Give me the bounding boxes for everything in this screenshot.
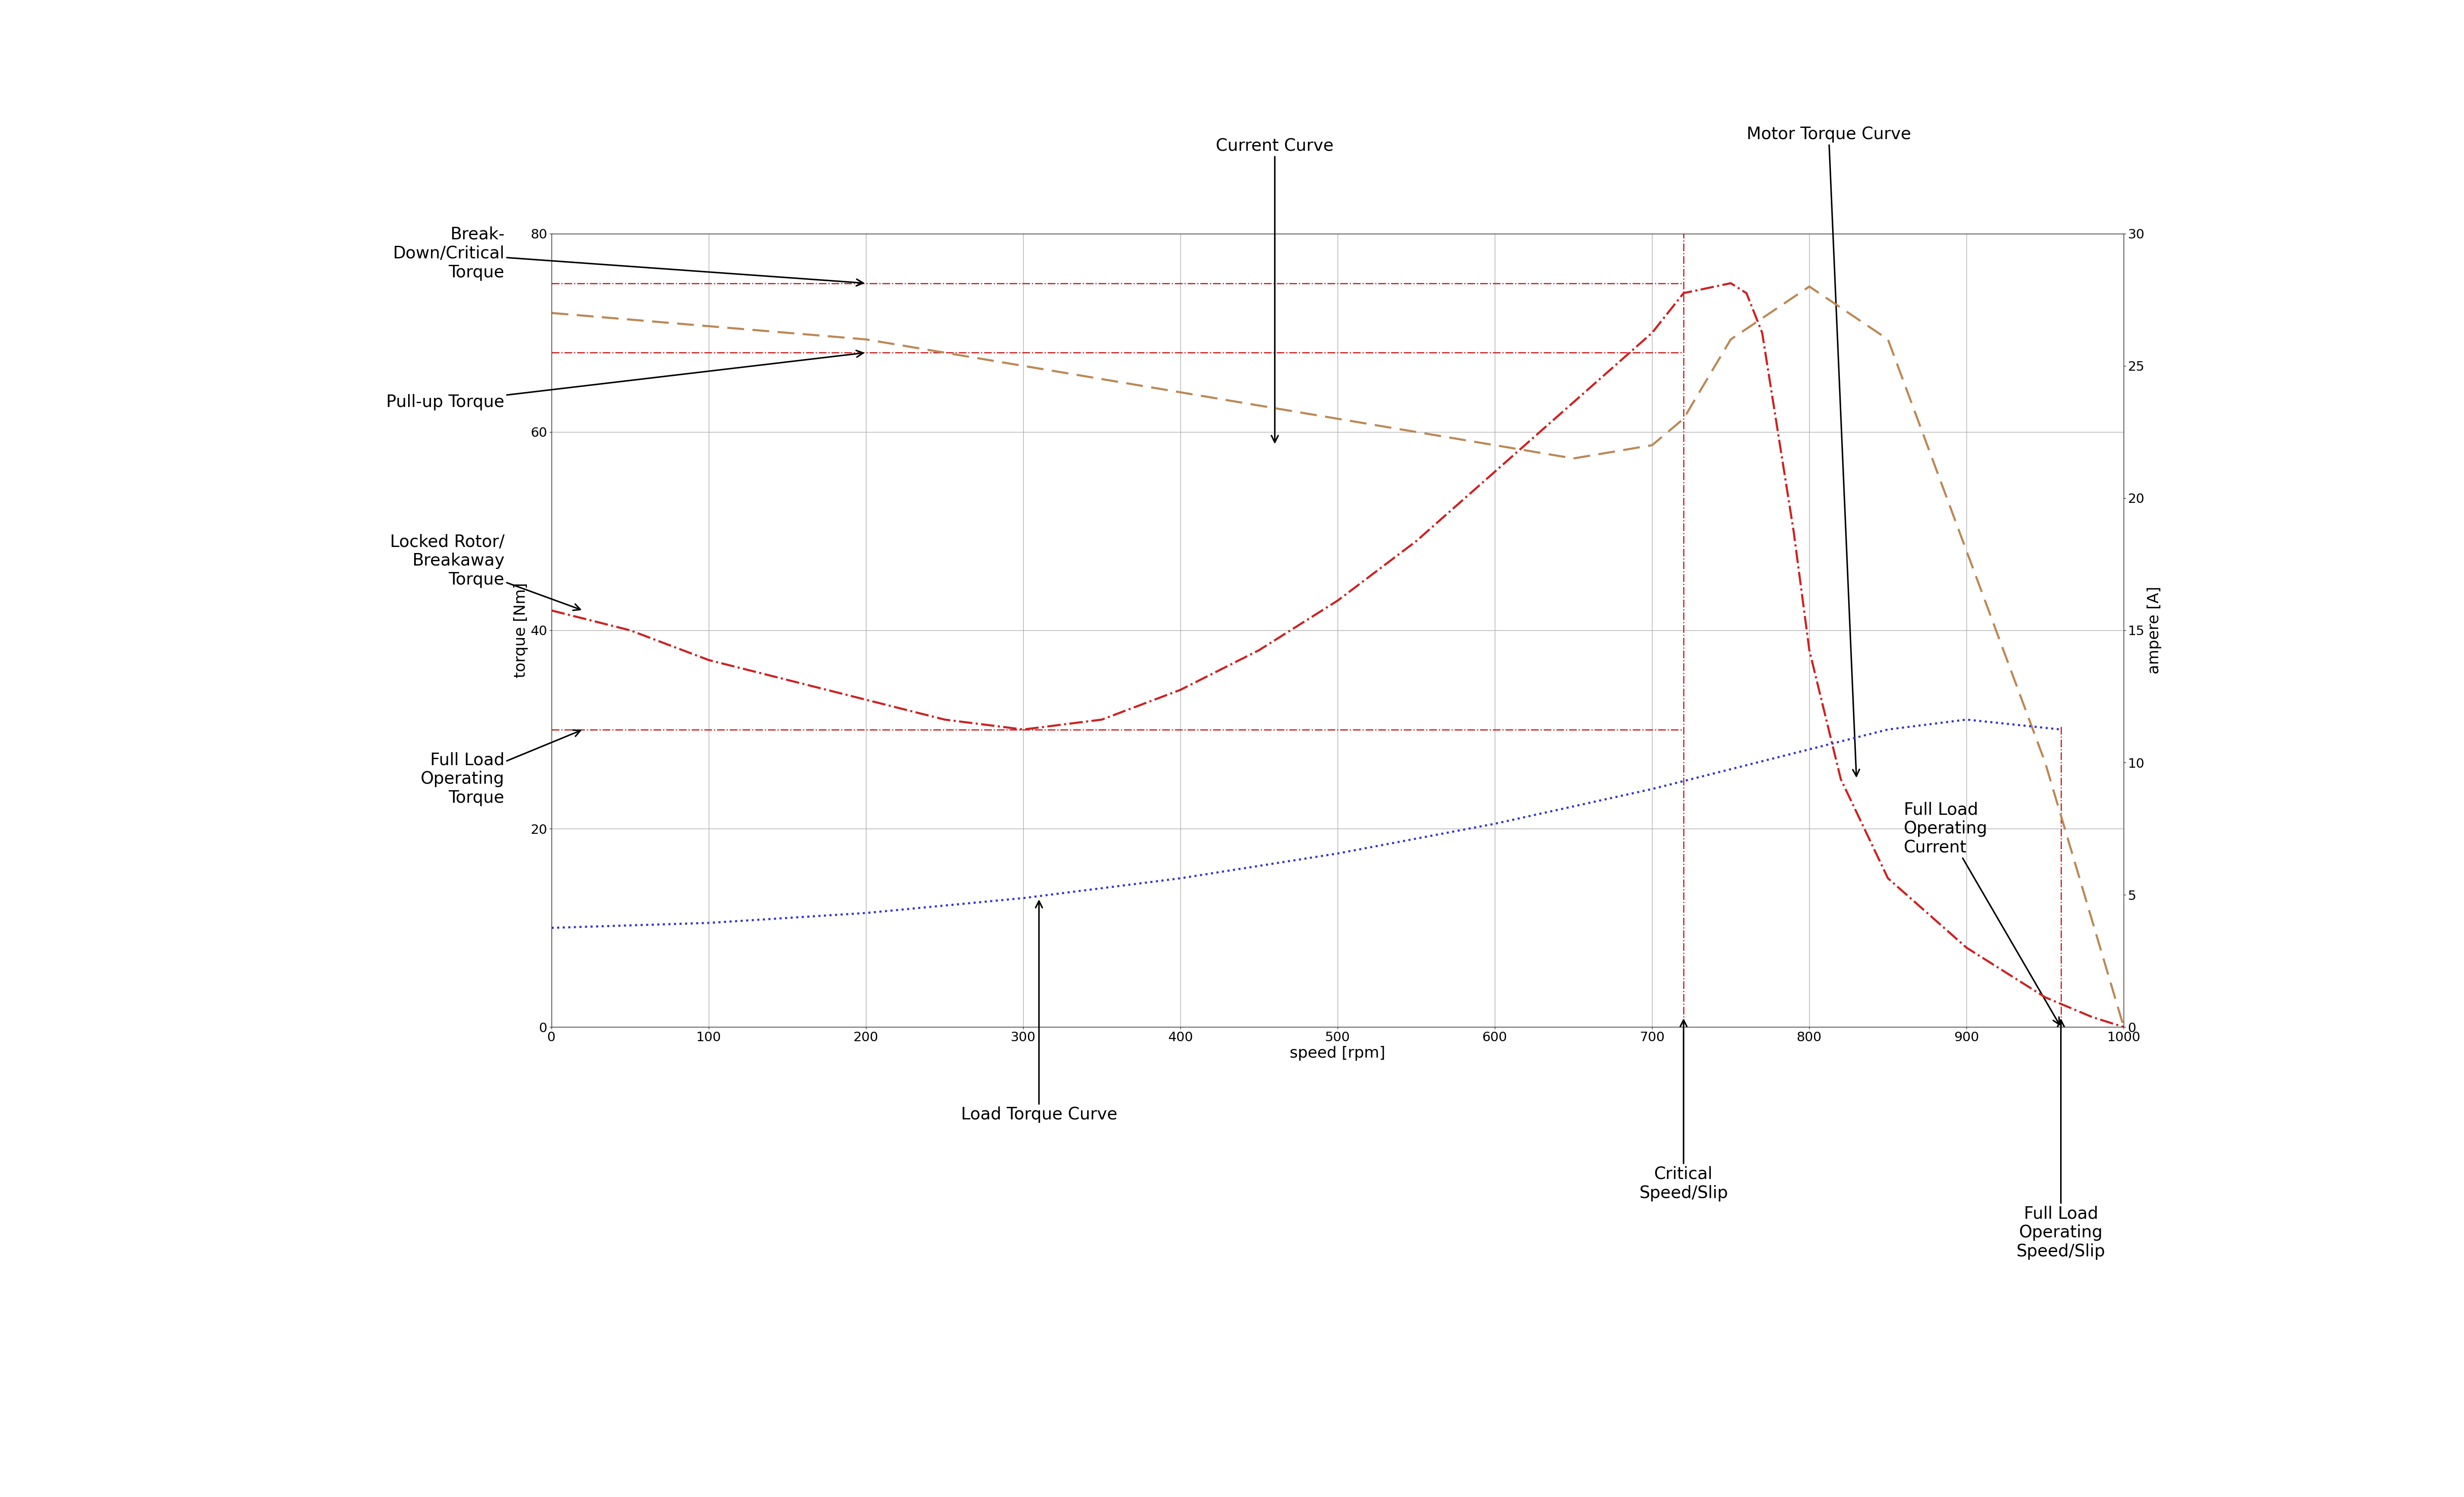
Text: Pull-up Torque: Pull-up Torque [387, 350, 862, 410]
Text: Full Load
Operating
Torque: Full Load Operating Torque [421, 731, 582, 807]
Text: Load Torque Curve: Load Torque Curve [961, 901, 1116, 1123]
Y-axis label: torque [Nm]: torque [Nm] [513, 582, 527, 678]
Text: Locked Rotor/
Breakaway
Torque: Locked Rotor/ Breakaway Torque [389, 534, 582, 611]
Y-axis label: ampere [A]: ampere [A] [2146, 587, 2161, 674]
Text: Break-
Down/Critical
Torque: Break- Down/Critical Torque [392, 226, 862, 286]
X-axis label: speed [rpm]: speed [rpm] [1289, 1046, 1385, 1061]
Text: Critical
Speed/Slip: Critical Speed/Slip [1639, 1019, 1727, 1201]
Text: Full Load
Operating
Current: Full Load Operating Current [1905, 801, 2060, 1024]
Text: Current Curve: Current Curve [1215, 138, 1333, 442]
Text: Full Load
Operating
Speed/Slip: Full Load Operating Speed/Slip [2016, 1019, 2104, 1260]
Text: Motor Torque Curve: Motor Torque Curve [1747, 126, 1912, 777]
